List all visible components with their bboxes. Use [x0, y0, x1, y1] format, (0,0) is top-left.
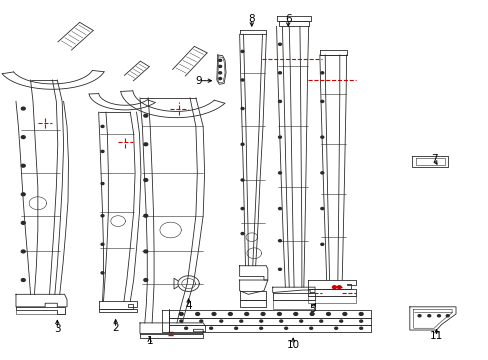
Polygon shape [320, 207, 323, 210]
Text: 7: 7 [430, 154, 437, 164]
Polygon shape [309, 312, 313, 315]
Polygon shape [320, 72, 323, 74]
Text: 9: 9 [195, 76, 201, 86]
Polygon shape [320, 136, 323, 138]
Polygon shape [21, 221, 25, 224]
Polygon shape [299, 320, 302, 322]
Polygon shape [359, 320, 362, 322]
Polygon shape [278, 207, 281, 210]
Text: 6: 6 [285, 14, 291, 24]
Polygon shape [359, 327, 362, 329]
Polygon shape [342, 312, 346, 315]
Polygon shape [334, 327, 337, 329]
Polygon shape [21, 164, 25, 167]
Polygon shape [326, 312, 330, 315]
Polygon shape [309, 327, 312, 329]
Polygon shape [332, 286, 336, 289]
Polygon shape [212, 312, 216, 315]
Polygon shape [278, 72, 281, 74]
Polygon shape [244, 312, 248, 315]
Polygon shape [319, 320, 322, 322]
Polygon shape [143, 114, 147, 117]
Polygon shape [143, 279, 147, 282]
Polygon shape [241, 79, 244, 81]
Polygon shape [101, 150, 104, 153]
Polygon shape [143, 250, 147, 253]
Polygon shape [143, 214, 147, 217]
Polygon shape [417, 315, 420, 317]
Polygon shape [218, 59, 221, 62]
Polygon shape [220, 320, 222, 322]
Text: 11: 11 [429, 332, 442, 342]
Polygon shape [195, 312, 199, 315]
Polygon shape [278, 240, 281, 242]
Polygon shape [21, 193, 25, 196]
Polygon shape [239, 320, 242, 322]
Polygon shape [277, 312, 281, 315]
Polygon shape [278, 172, 281, 174]
Polygon shape [339, 320, 342, 322]
Polygon shape [359, 312, 363, 315]
Text: 8: 8 [248, 14, 255, 24]
Polygon shape [101, 243, 104, 246]
Polygon shape [278, 43, 281, 45]
Polygon shape [21, 250, 25, 253]
Polygon shape [143, 179, 147, 181]
Polygon shape [279, 320, 282, 322]
Polygon shape [101, 215, 104, 217]
Polygon shape [234, 327, 237, 329]
Polygon shape [184, 327, 187, 329]
Text: 2: 2 [112, 323, 119, 333]
Polygon shape [218, 72, 221, 74]
Polygon shape [179, 312, 183, 315]
Polygon shape [218, 65, 221, 67]
Polygon shape [320, 172, 323, 174]
Text: 5: 5 [308, 303, 315, 314]
Text: 1: 1 [146, 337, 153, 346]
Polygon shape [437, 315, 440, 317]
Polygon shape [427, 315, 430, 317]
Polygon shape [228, 312, 232, 315]
Polygon shape [218, 77, 221, 80]
Polygon shape [320, 100, 323, 103]
Polygon shape [241, 50, 244, 53]
Polygon shape [21, 136, 25, 139]
Polygon shape [293, 312, 297, 315]
Polygon shape [21, 107, 25, 110]
Polygon shape [320, 243, 323, 246]
Polygon shape [278, 136, 281, 138]
Text: 10: 10 [286, 340, 299, 350]
Polygon shape [241, 143, 244, 145]
Polygon shape [337, 286, 341, 289]
Polygon shape [278, 100, 281, 103]
Polygon shape [261, 312, 264, 315]
Polygon shape [284, 327, 287, 329]
Polygon shape [101, 272, 104, 274]
Polygon shape [101, 183, 104, 185]
Polygon shape [200, 320, 203, 322]
Polygon shape [209, 327, 212, 329]
Polygon shape [101, 125, 104, 127]
Polygon shape [259, 320, 262, 322]
Polygon shape [241, 179, 244, 181]
Polygon shape [241, 207, 244, 210]
Polygon shape [180, 320, 183, 322]
Polygon shape [143, 143, 147, 146]
Polygon shape [259, 327, 262, 329]
Polygon shape [278, 268, 281, 270]
Polygon shape [241, 233, 244, 235]
Polygon shape [241, 108, 244, 110]
Text: 3: 3 [54, 324, 61, 334]
Polygon shape [21, 279, 25, 282]
Polygon shape [446, 315, 448, 317]
Text: 4: 4 [185, 301, 191, 311]
